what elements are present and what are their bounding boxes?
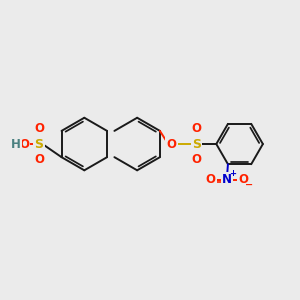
Text: O: O — [191, 153, 201, 166]
Text: O: O — [206, 173, 216, 186]
Text: +: + — [229, 169, 236, 178]
Text: N: N — [222, 173, 232, 186]
Text: S: S — [192, 137, 201, 151]
Text: O: O — [19, 137, 29, 151]
Text: S: S — [34, 137, 43, 151]
Text: O: O — [34, 153, 44, 166]
Text: O: O — [238, 173, 248, 186]
Text: O: O — [34, 122, 44, 135]
Text: H: H — [11, 137, 21, 151]
Text: O: O — [191, 122, 201, 135]
Text: O: O — [167, 137, 176, 151]
Text: −: − — [245, 180, 253, 190]
